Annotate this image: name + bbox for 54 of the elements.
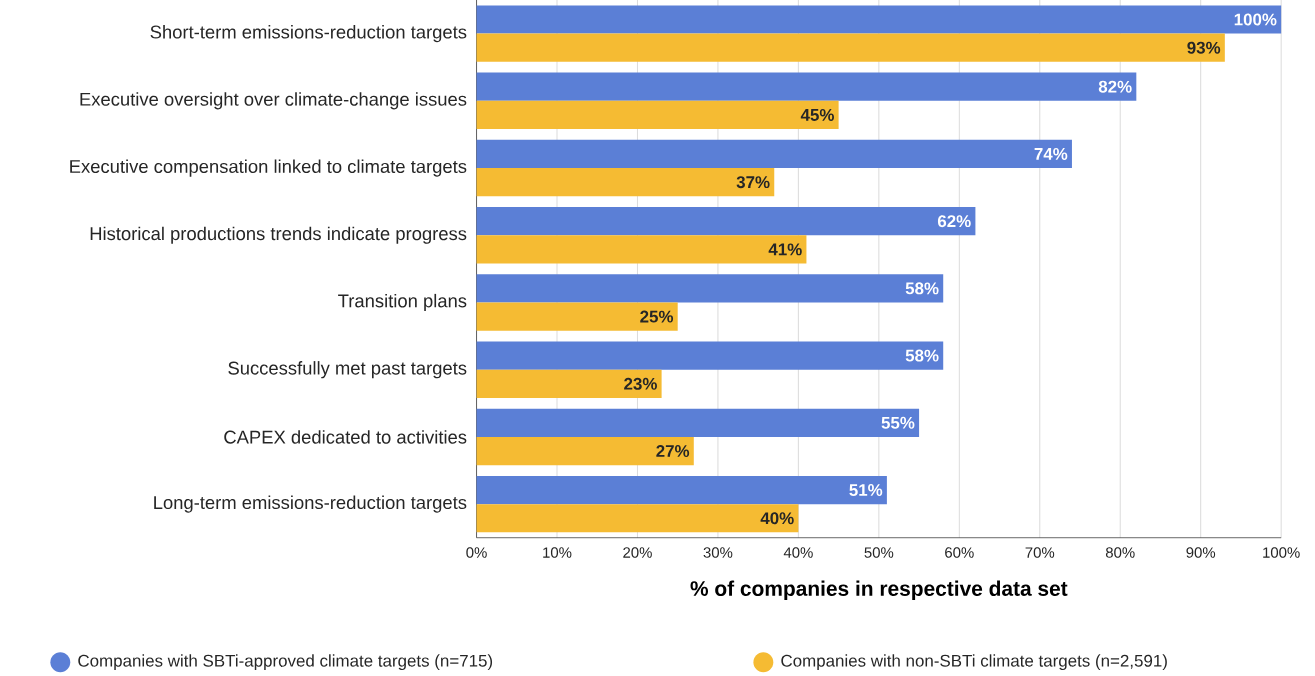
data-label: 40%	[760, 512, 794, 525]
data-label: 37%	[736, 176, 770, 189]
x-tick-label: 60%	[945, 547, 974, 558]
data-label: 41%	[768, 243, 802, 256]
bar	[476, 408, 920, 437]
x-tick-label: 0%	[466, 547, 487, 558]
data-label: 58%	[905, 282, 939, 295]
bar	[476, 139, 1072, 168]
x-axis-title: % of companies in respective data set	[690, 580, 1068, 600]
x-tick-label: 80%	[1105, 547, 1135, 558]
data-label: 62%	[937, 215, 971, 228]
legend-label: Companies with SBTi-approved climate targets (n=715)	[78, 654, 493, 671]
y-tick-label: Long-term emissions-reduction targets	[154, 495, 467, 513]
x-tick-label: 40%	[783, 547, 813, 558]
y-tick-label: CAPEX dedicated to activities	[224, 430, 467, 444]
bar	[476, 235, 807, 264]
bar	[476, 341, 944, 370]
data-label: 45%	[800, 108, 834, 121]
data-label: 58%	[905, 349, 939, 362]
bar	[476, 274, 944, 303]
data-label: 74%	[1034, 147, 1068, 160]
bar	[476, 100, 839, 129]
x-tick-label: 20%	[623, 547, 652, 558]
x-tick-label: 30%	[703, 547, 733, 558]
y-tick-label: Transition plans	[338, 293, 467, 311]
x-tick-label: 100%	[1263, 547, 1300, 558]
x-tick-label: 10%	[543, 547, 572, 558]
data-label: 27%	[656, 444, 690, 457]
y-tick-label: Executive oversight over climate-change issues	[80, 92, 467, 110]
data-label: 23%	[624, 377, 657, 390]
bar	[476, 167, 775, 197]
bar	[476, 302, 678, 331]
x-tick-label: 70%	[1025, 547, 1055, 558]
data-label: 93%	[1187, 41, 1221, 54]
bar	[476, 436, 694, 466]
data-label: 82%	[1098, 80, 1132, 93]
bar	[476, 72, 1137, 101]
data-label: 51%	[849, 483, 883, 496]
legend-label: Companies with non-SBTi climate targets (n=2,591)	[781, 654, 1167, 671]
bar	[476, 504, 799, 533]
x-tick-label: 50%	[864, 547, 894, 558]
x-tick-label: 90%	[1186, 547, 1216, 558]
data-label: 100%	[1234, 13, 1277, 26]
bar	[476, 5, 1282, 34]
bar	[476, 369, 662, 398]
bar	[476, 33, 1225, 62]
bar	[476, 475, 887, 505]
y-tick-label: Executive compensation linked to climate targets	[70, 159, 467, 177]
y-tick-label: Historical productions trends indicate progress	[90, 226, 467, 244]
y-tick-label: Short-term emissions-reduction targets	[150, 24, 467, 43]
y-tick-label: Successfully met past targets	[228, 361, 467, 379]
data-label: 55%	[881, 416, 915, 429]
bar	[476, 206, 976, 236]
data-label: 25%	[640, 310, 674, 323]
